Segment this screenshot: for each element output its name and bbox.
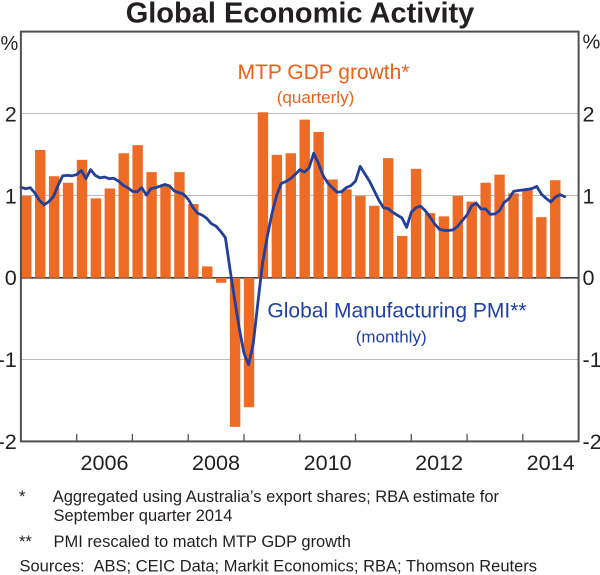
svg-text:Global Economic Activity: Global Economic Activity — [126, 0, 475, 30]
svg-text:MTP GDP growth*: MTP GDP growth* — [238, 61, 410, 84]
svg-text:2010: 2010 — [304, 450, 352, 475]
svg-text:September quarter 2014: September quarter 2014 — [54, 507, 233, 525]
svg-text:Global Manufacturing PMI**: Global Manufacturing PMI** — [267, 300, 526, 323]
svg-text:-1: -1 — [583, 347, 600, 372]
svg-text:2014: 2014 — [527, 450, 575, 475]
svg-text:2: 2 — [5, 101, 17, 126]
svg-text:%: % — [583, 31, 600, 53]
svg-text:(quarterly): (quarterly) — [277, 88, 354, 107]
svg-text:2008: 2008 — [192, 450, 240, 475]
svg-text:ABS; CEIC Data; Markit Economi: ABS; CEIC Data; Markit Economics; RBA; T… — [94, 557, 538, 575]
svg-text:Sources:: Sources: — [20, 557, 85, 575]
svg-text:(monthly): (monthly) — [356, 328, 427, 347]
svg-text:0: 0 — [5, 265, 17, 290]
svg-text:-2: -2 — [0, 429, 17, 454]
svg-text:PMI rescaled to match MTP GDP: PMI rescaled to match MTP GDP growth — [54, 533, 351, 551]
svg-text:2: 2 — [583, 101, 595, 126]
svg-text:1: 1 — [583, 183, 595, 208]
svg-text:2006: 2006 — [80, 450, 128, 475]
svg-text:0: 0 — [583, 265, 595, 290]
svg-text:*: * — [19, 488, 26, 506]
svg-text:%: % — [1, 33, 19, 55]
svg-text:-2: -2 — [583, 429, 600, 454]
svg-text:1: 1 — [5, 183, 17, 208]
svg-text:-1: -1 — [0, 347, 17, 372]
svg-text:**: ** — [19, 533, 32, 551]
svg-text:Aggregated using Australia’s e: Aggregated using Australia’s export shar… — [53, 488, 500, 506]
svg-text:2012: 2012 — [415, 450, 463, 475]
